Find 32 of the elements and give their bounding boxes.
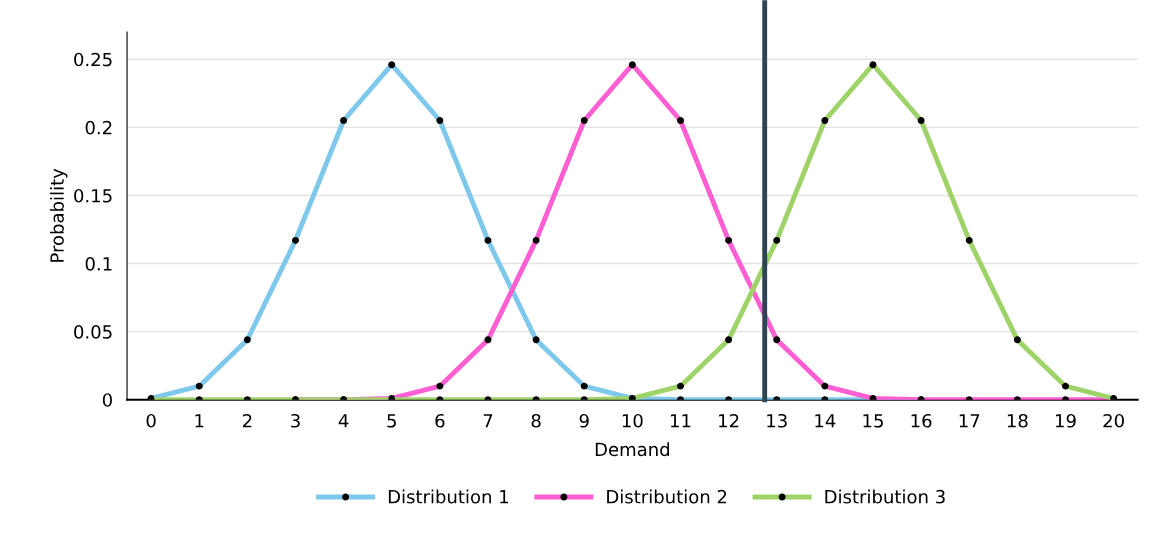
- x-tick-label: 0: [146, 413, 156, 428]
- x-tick-label: 15: [863, 414, 883, 428]
- x-axis-title: Demand: [595, 442, 670, 457]
- x-tick-label: 13: [767, 413, 787, 428]
- x-tick-label: 14: [815, 414, 836, 428]
- y-tick-label: 0.2: [85, 120, 112, 135]
- y-axis-title: Probability: [49, 168, 68, 262]
- x-tick-label: 11: [670, 414, 691, 428]
- y-tick-label: 0.05: [74, 325, 112, 339]
- y-tick-label: 0: [102, 393, 112, 407]
- y-tick-label: 0.15: [74, 188, 112, 203]
- legend-label: Distribution 2: [607, 489, 727, 504]
- y-tick-label: 0.25: [74, 52, 112, 67]
- legend-label: Distribution 3: [825, 489, 945, 504]
- x-tick-label: 18: [1007, 413, 1028, 428]
- x-tick-label: 5: [387, 414, 396, 428]
- x-tick-label: 6: [435, 413, 445, 428]
- x-tick-label: 7: [483, 414, 493, 428]
- x-tick-label: 9: [579, 413, 589, 428]
- x-tick-label: 8: [531, 413, 541, 428]
- x-tick-label: 19: [1055, 413, 1076, 428]
- x-tick-label: 4: [338, 414, 349, 428]
- x-tick-label: 10: [622, 413, 643, 428]
- x-tick-label: 17: [959, 414, 980, 428]
- x-tick-label: 1: [195, 414, 204, 428]
- x-tick-label: 2: [242, 413, 252, 428]
- y-tick-label: 0.1: [85, 257, 112, 271]
- x-tick-label: 16: [911, 413, 932, 428]
- x-tick-label: 12: [719, 413, 739, 428]
- x-tick-label: 3: [291, 413, 300, 428]
- x-tick-label: 20: [1103, 413, 1124, 428]
- legend-label: Distribution 1: [388, 489, 509, 504]
